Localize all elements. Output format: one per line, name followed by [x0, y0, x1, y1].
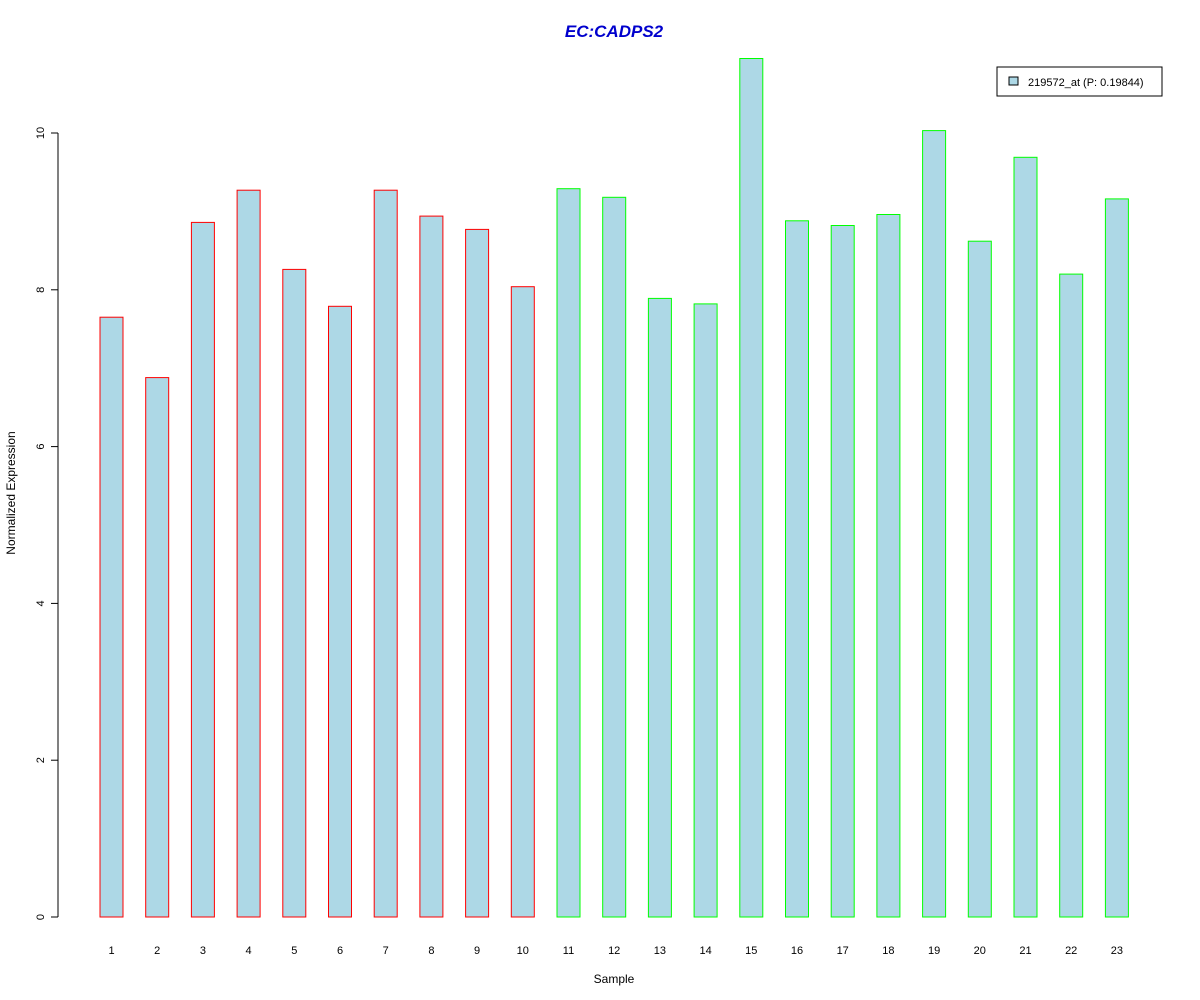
- bar-sample-16: [785, 220, 809, 918]
- x-tick-label: 13: [654, 945, 666, 957]
- bar-sample-22: [1059, 273, 1084, 918]
- y-axis-title: Normalized Expression: [4, 431, 18, 554]
- x-tick-label: 3: [200, 945, 206, 957]
- bar-sample-1: [99, 316, 124, 918]
- y-tick-label: 4: [35, 600, 47, 606]
- bar-sample-6: [328, 305, 352, 918]
- bar-sample-3: [190, 221, 215, 918]
- x-tick-label: 21: [1019, 945, 1031, 957]
- x-tick-label: 7: [383, 945, 389, 957]
- bars: [99, 58, 1129, 918]
- x-tick-label: 6: [337, 945, 343, 957]
- x-tick-label: 14: [699, 945, 711, 957]
- x-tick-label: 16: [791, 945, 803, 957]
- bar-sample-18: [876, 214, 901, 918]
- x-tick-label: 2: [154, 945, 160, 957]
- x-tick-label: 5: [291, 945, 297, 957]
- y-tick-label: 6: [35, 444, 47, 450]
- x-tick-label: 20: [974, 945, 986, 957]
- bar-sample-4: [236, 189, 261, 918]
- bar-sample-5: [282, 268, 307, 918]
- bar-sample-19: [922, 130, 947, 918]
- y-tick-label: 0: [35, 914, 47, 920]
- x-tick-label: 9: [474, 945, 480, 957]
- bar-sample-10: [510, 286, 535, 918]
- legend-swatch: [1008, 76, 1019, 86]
- y-tick-label: 2: [35, 757, 47, 763]
- x-tick-label: 8: [428, 945, 434, 957]
- legend-label: 219572_at (P: 0.19844): [1028, 77, 1144, 89]
- bar-sample-8: [419, 215, 444, 918]
- x-axis-title: Sample: [594, 972, 635, 986]
- bar-sample-17: [830, 225, 855, 918]
- bar-sample-9: [465, 228, 490, 918]
- x-tick-label: 23: [1111, 945, 1123, 957]
- x-tick-label: 12: [608, 945, 620, 957]
- x-tick-label: 19: [928, 945, 940, 957]
- y-axis: 0 2 4 6 8 10: [35, 127, 59, 920]
- bar-sample-13: [647, 297, 672, 918]
- legend: 219572_at (P: 0.19844): [996, 66, 1163, 97]
- x-tick-label: 11: [563, 945, 574, 957]
- x-tick-label: 18: [882, 945, 894, 957]
- bar-sample-7: [373, 189, 398, 918]
- bar-sample-14: [693, 303, 718, 918]
- bar-sample-21: [1013, 156, 1038, 918]
- y-tick-label: 8: [35, 287, 47, 293]
- bar-sample-20: [967, 240, 992, 918]
- bar-sample-15: [739, 58, 764, 918]
- x-tick-label: 22: [1065, 945, 1077, 957]
- chart-title: EC:CADPS2: [565, 22, 664, 41]
- x-tick-label: 15: [745, 945, 757, 957]
- x-tick-label: 10: [517, 945, 529, 957]
- legend-box: [996, 66, 1163, 97]
- x-tick-label: 1: [108, 945, 114, 957]
- x-tick-label: 17: [837, 945, 849, 957]
- bar-sample-12: [602, 196, 627, 918]
- bar-sample-23: [1104, 198, 1129, 918]
- x-tick-labels: 1 2 3 4 5 6 7 8 9 10 11 12 13 14 15 16 17 18 19 20 21 22 23: [108, 945, 1123, 957]
- bar-sample-11: [556, 188, 581, 918]
- y-tick-label: 10: [35, 127, 47, 139]
- bar-sample-2: [145, 377, 170, 918]
- x-tick-label: 4: [246, 945, 252, 957]
